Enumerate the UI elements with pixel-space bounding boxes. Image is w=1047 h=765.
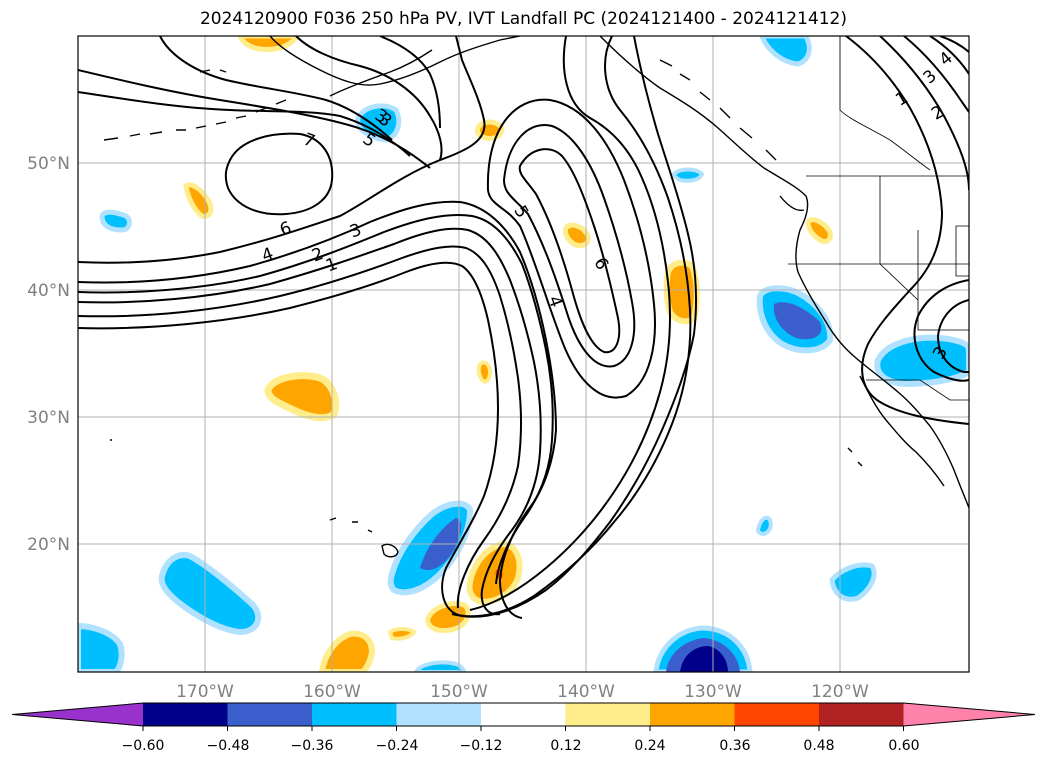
colorbar-tick-label: −0.36 bbox=[291, 738, 334, 754]
colorbar-segment bbox=[227, 703, 313, 726]
colorbar-segment bbox=[650, 703, 735, 726]
colorbar-tick-label: −0.48 bbox=[207, 738, 250, 754]
lat-label: 20°N bbox=[27, 535, 70, 555]
colorbar-segment bbox=[312, 703, 397, 726]
colorbar-tick-label: 0.12 bbox=[550, 738, 581, 754]
graticule bbox=[78, 36, 969, 672]
colorbar-tick-labels: −0.60 −0.48 −0.36 −0.24 −0.12 0.12 0.24 … bbox=[122, 738, 920, 754]
map-background bbox=[78, 36, 969, 672]
colorbar-segment bbox=[565, 703, 651, 726]
lon-label: 120°W bbox=[811, 682, 869, 702]
anomaly-shading bbox=[78, 36, 969, 672]
colorbar-extend-max bbox=[903, 703, 1035, 726]
lon-label: 140°W bbox=[557, 682, 615, 702]
coastlines bbox=[103, 36, 969, 558]
colorbar-segment bbox=[481, 703, 566, 726]
latitude-labels: 50°N 40°N 30°N 20°N bbox=[27, 154, 70, 555]
longitude-labels: 170°W 160°W 150°W 140°W 130°W 120°W bbox=[176, 682, 869, 702]
lat-label: 50°N bbox=[27, 154, 70, 174]
colorbar-tick-label: 0.24 bbox=[634, 738, 665, 754]
lat-label: 30°N bbox=[27, 408, 70, 428]
colorbar-extend-min bbox=[12, 703, 143, 726]
colorbar-tick-label: 0.36 bbox=[719, 738, 750, 754]
lon-label: 160°W bbox=[303, 682, 361, 702]
colorbar-segment bbox=[396, 703, 482, 726]
colorbar-tick-label: −0.12 bbox=[460, 738, 503, 754]
colorbar-tick-label: 0.60 bbox=[888, 738, 919, 754]
lon-label: 130°W bbox=[684, 682, 742, 702]
lat-label: 40°N bbox=[27, 281, 70, 301]
lon-label: 150°W bbox=[430, 682, 488, 702]
colorbar-tick-label: −0.60 bbox=[122, 738, 165, 754]
lon-label: 170°W bbox=[176, 682, 234, 702]
colorbar-segment bbox=[819, 703, 904, 726]
map-frame bbox=[77, 35, 970, 673]
pv-contours bbox=[78, 36, 969, 619]
colorbar-tick-label: 0.48 bbox=[803, 738, 834, 754]
colorbar bbox=[11, 702, 1036, 731]
political-borders bbox=[788, 36, 969, 401]
colorbar-segment bbox=[143, 703, 228, 726]
colorbar-tick-label: −0.24 bbox=[376, 738, 419, 754]
map-title: 2024120900 F036 250 hPa PV, IVT Landfall… bbox=[199, 9, 847, 29]
colorbar-segment bbox=[734, 703, 820, 726]
